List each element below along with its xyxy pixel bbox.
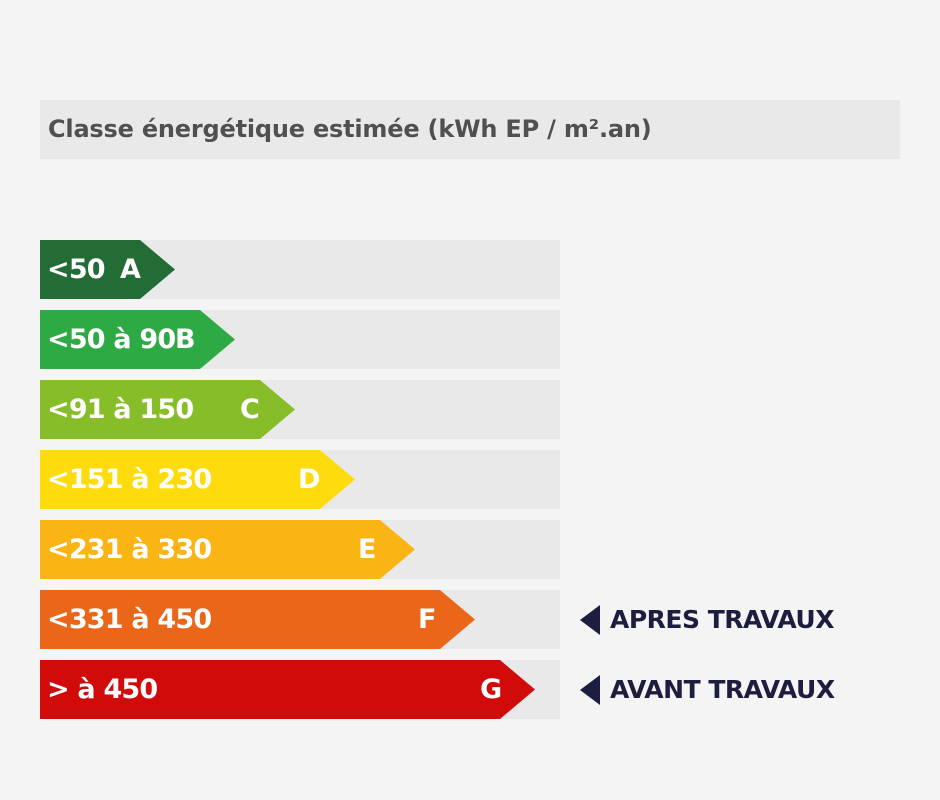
class-marker: AVANT TRAVAUX — [580, 660, 835, 719]
class-range-label: <231 à 330 — [47, 534, 212, 565]
class-bar-a: <50 A — [40, 240, 175, 299]
class-row-a: <50 A — [40, 240, 560, 299]
class-bar-d: <151 à 230 D — [40, 450, 355, 509]
class-range-label: <151 à 230 — [47, 464, 212, 495]
class-row-g: > à 450 G — [40, 660, 560, 719]
marker-label: APRES TRAVAUX — [610, 605, 834, 634]
arrow-left-icon — [580, 604, 600, 635]
class-row-e: <231 à 330 E — [40, 520, 560, 579]
class-bar-g: > à 450 G — [40, 660, 535, 719]
class-row-c: <91 à 150 C — [40, 380, 560, 439]
class-row-b: <50 à 90 B — [40, 310, 560, 369]
class-range-label: <50 — [47, 254, 105, 285]
marker-label: AVANT TRAVAUX — [610, 675, 835, 704]
class-range-label: <50 à 90 — [47, 324, 176, 355]
arrow-left-icon — [580, 674, 600, 705]
class-row-f: <331 à 450 F — [40, 590, 560, 649]
chart-title-band: Classe énergétique estimée (kWh EP / m².… — [40, 100, 900, 159]
class-range-label: > à 450 — [47, 674, 158, 705]
class-marker: APRES TRAVAUX — [580, 590, 834, 649]
class-bar-c: <91 à 150 C — [40, 380, 295, 439]
class-letter-label: F — [418, 604, 437, 635]
class-bar-f: <331 à 450 F — [40, 590, 475, 649]
chart-title: Classe énergétique estimée (kWh EP / m².… — [48, 115, 652, 143]
class-letter-label: G — [480, 674, 503, 705]
class-letter-label: C — [240, 394, 260, 425]
class-range-label: <331 à 450 — [47, 604, 212, 635]
class-bar-e: <231 à 330 E — [40, 520, 415, 579]
class-bar-b: <50 à 90 B — [40, 310, 235, 369]
class-letter-label: E — [358, 534, 377, 565]
class-letter-label: B — [175, 324, 196, 355]
class-letter-label: D — [298, 464, 321, 495]
class-range-label: <91 à 150 — [47, 394, 194, 425]
class-letter-label: A — [120, 254, 141, 285]
class-row-d: <151 à 230 D — [40, 450, 560, 509]
